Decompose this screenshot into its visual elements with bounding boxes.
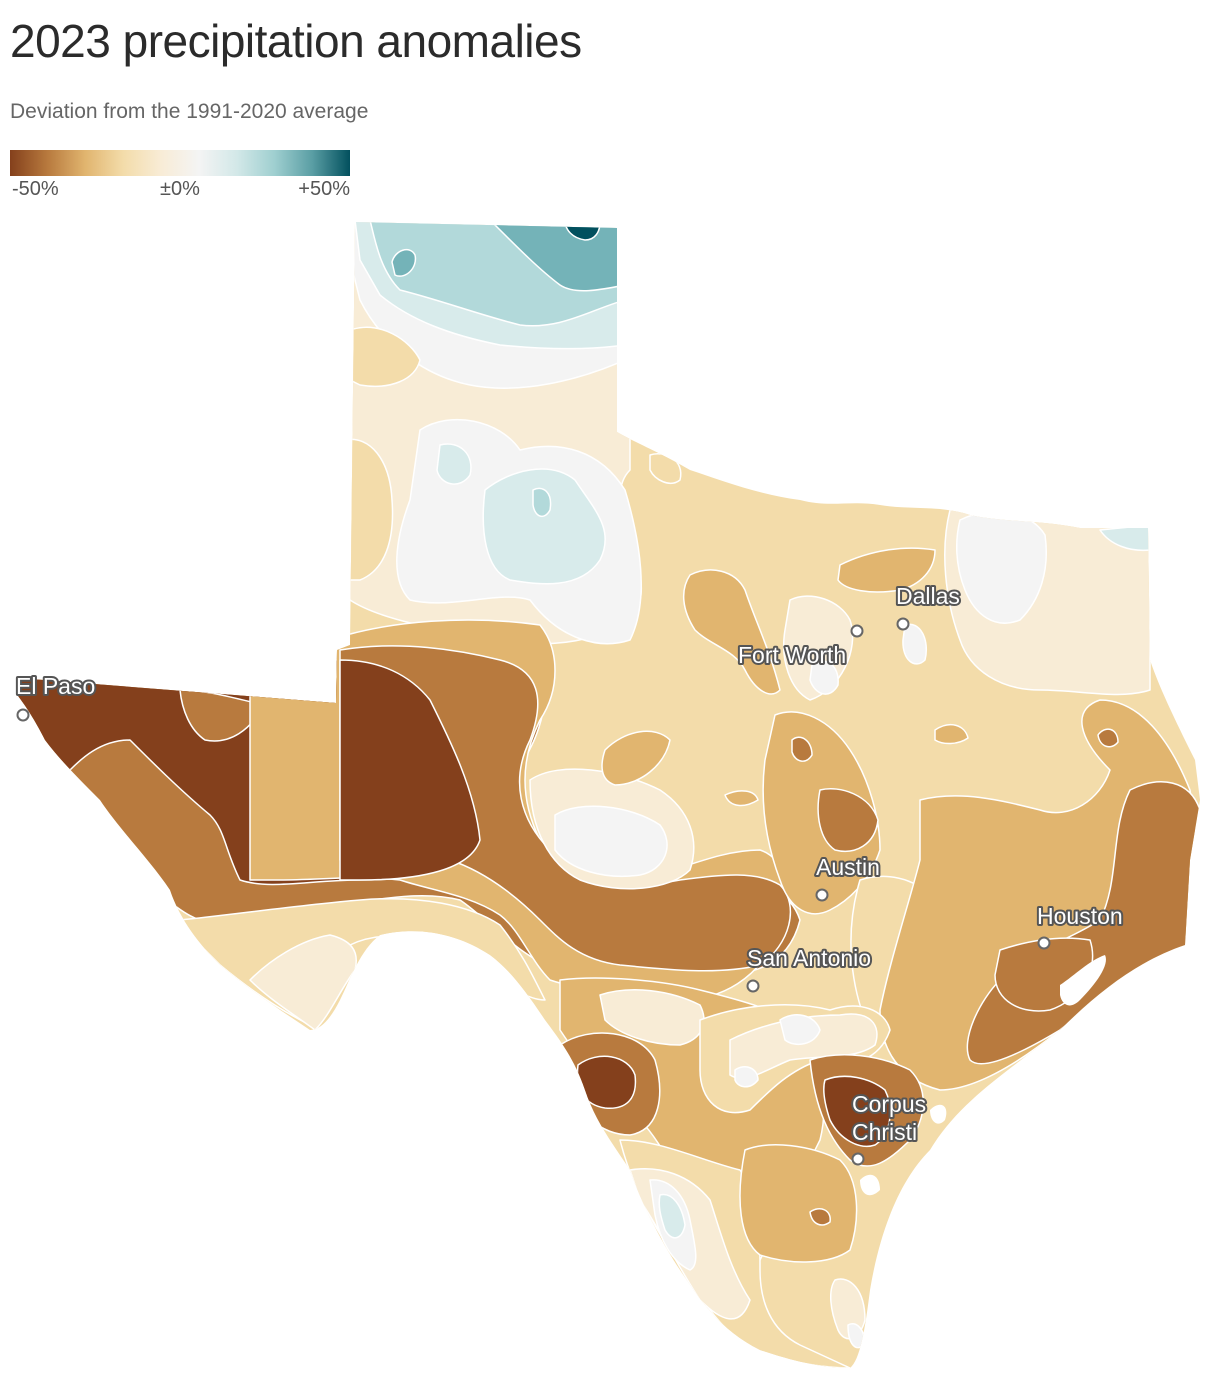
region-very-dry [576,1055,637,1109]
city-marker [746,979,760,993]
region-slightly-dry [344,438,394,581]
region-slightly-wet [658,1193,686,1239]
city-corpus-christi[interactable]: Corpus Christi [850,1089,928,1166]
region-wet [532,487,552,517]
coastal-bay [860,1174,880,1196]
region-dry-spot [179,689,266,742]
city-fort-worth[interactable]: Fort Worth [736,624,864,670]
region-moderately-dry [601,730,671,786]
legend-max-label: +50% [298,178,350,200]
page-subtitle: Deviation from the 1991-2020 average [10,100,369,123]
region-normal [809,660,839,695]
legend-mid-label: ±0% [160,178,200,200]
city-label: Fort Worth [738,642,846,668]
region-dry-spot [1097,728,1119,748]
region-dry-spot [809,1208,831,1226]
region-dry [339,645,792,972]
region-normal [902,623,927,665]
city-austin[interactable]: Austin [814,852,882,902]
page-title: 2023 precipitation anomalies [10,15,582,67]
region-normal [779,1014,821,1046]
city-houston[interactable]: Houston [1035,901,1125,950]
city-el-paso[interactable]: El Paso [14,671,97,722]
city-marker [1037,936,1051,950]
city-label: San Antonio [747,945,871,971]
city-marker [815,888,829,902]
region-moderately-dry [739,1144,858,1263]
city-label-line-1: Corpus [852,1091,926,1117]
coastal-bay [1060,955,1106,1006]
legend-gradient-bar [10,150,350,176]
city-label-line-2: Christi [852,1119,917,1145]
city-marker [896,617,910,631]
region-slightly-wet [436,443,472,485]
region-moderately-dry [837,547,936,593]
region-moderately-dry [724,790,759,807]
region-dry-spot [791,736,813,762]
city-label: Austin [816,854,880,880]
city-dallas[interactable]: Dallas [894,581,962,631]
region-very-dry [823,1075,891,1147]
legend-min-label: -50% [12,178,59,200]
region-slightly-wet [482,468,606,585]
city-marker [851,1152,865,1166]
region-moderately-dry [683,569,781,695]
region-slightly-dry [349,326,421,387]
city-label: Dallas [896,583,960,609]
city-marker [850,624,864,638]
city-san-antonio[interactable]: San Antonio [745,943,873,993]
region-moderately-dry [934,723,969,745]
color-legend: -50% ±0% +50% [10,150,350,202]
city-marker [16,708,30,722]
city-label: Houston [1037,903,1123,929]
region-normal [554,805,668,877]
region-wet-spot [391,248,417,277]
city-label: El Paso [16,673,95,699]
region-very-dry [339,659,481,881]
region-normal [734,1066,759,1088]
region-dry [817,788,879,852]
coastal-bay [930,1104,947,1124]
